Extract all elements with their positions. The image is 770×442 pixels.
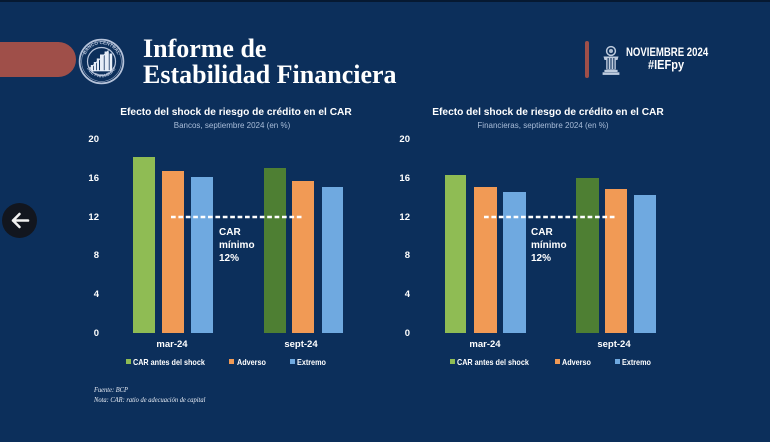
svg-text:·BANCO CENTRAL·: ·BANCO CENTRAL· xyxy=(81,40,122,56)
